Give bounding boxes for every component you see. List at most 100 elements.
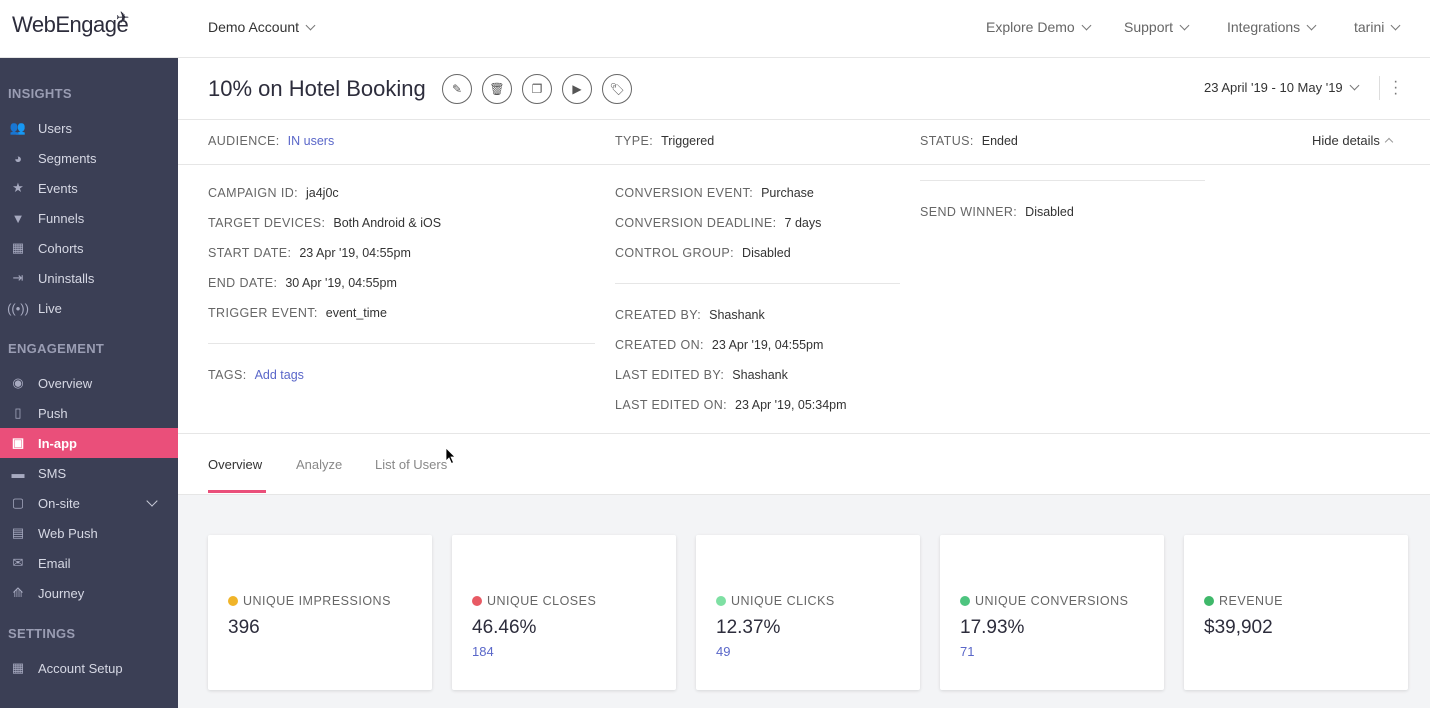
metric-count-link[interactable]: 49 [716, 644, 731, 659]
metric-title: REVENUE [1204, 594, 1283, 608]
end-date-field: END DATE: 30 Apr '19, 04:55pm [208, 276, 397, 290]
play-button[interactable]: ▶ [562, 74, 592, 104]
sidebar-item-label: In-app [38, 435, 77, 451]
field-label: TARGET DEVICES: [208, 216, 326, 230]
last-edited-on-field: LAST EDITED ON: 23 Apr '19, 05:34pm [615, 398, 847, 412]
field-value: Shashank [732, 368, 788, 382]
edit-button[interactable]: ✎ [442, 74, 472, 104]
sidebar-item-label: Cohorts [38, 240, 84, 256]
eye-icon: ◉ [12, 375, 24, 390]
sidebar-item-label: Segments [38, 150, 97, 166]
sidebar-item-sms[interactable]: ▬ SMS [0, 458, 178, 488]
sidebar-item-uninstalls[interactable]: ⇥ Uninstalls [0, 263, 178, 293]
target-devices-field: TARGET DEVICES: Both Android & iOS [208, 216, 441, 230]
sidebar-item-users[interactable]: 👥 Users [0, 113, 178, 143]
sidebar-item-overview[interactable]: ◉ Overview [0, 368, 178, 398]
sidebar-item-segments[interactable]: ◕ Segments [0, 143, 178, 173]
trigger-event-field: TRIGGER EVENT: event_time [208, 306, 387, 320]
account-switcher[interactable]: Demo Account [208, 19, 316, 35]
sidebar-item-account-setup[interactable]: ▦ Account Setup [0, 653, 178, 683]
audience-link[interactable]: IN users [287, 134, 335, 148]
section-engagement: ENGAGEMENT [8, 341, 105, 356]
created-by-field: CREATED BY: Shashank [615, 308, 765, 322]
metric-card-unique-impressions: UNIQUE IMPRESSIONS 396 [208, 535, 432, 690]
audience-label: AUDIENCE: [208, 134, 280, 148]
metric-label: UNIQUE CLICKS [731, 594, 835, 608]
field-label: LAST EDITED BY: [615, 368, 725, 382]
metric-card-unique-conversions: UNIQUE CONVERSIONS 17.93% 71 [940, 535, 1164, 690]
sidebar-item-label: Account Setup [38, 660, 123, 676]
control-group-field: CONTROL GROUP: Disabled [615, 246, 791, 260]
sidebar-item-label: Email [38, 555, 71, 571]
sidebar-item-label: Push [38, 405, 68, 421]
chevron-down-icon [1306, 20, 1317, 31]
uninstall-icon: ⇥ [12, 270, 24, 285]
divider [1379, 76, 1380, 100]
metric-title: UNIQUE CLOSES [472, 594, 596, 608]
integrations-label: Integrations [1227, 19, 1301, 35]
field-value: Disabled [1025, 205, 1074, 219]
sidebar-item-on-site[interactable]: ▢ On-site [0, 488, 178, 518]
delete-button[interactable]: 🗑 [482, 74, 512, 104]
inapp-icon: ▣ [11, 435, 25, 450]
user-menu[interactable]: tarini [1354, 19, 1401, 35]
sidebar-item-label: On-site [38, 495, 80, 511]
status-field: STATUS: Ended [920, 134, 1018, 148]
explore-demo-menu[interactable]: Explore Demo [986, 19, 1092, 35]
support-menu[interactable]: Support [1124, 19, 1190, 35]
chevron-down-icon[interactable] [146, 495, 158, 507]
add-tags-link[interactable]: Add tags [254, 368, 304, 382]
divider [208, 343, 595, 344]
type-label: TYPE: [615, 134, 654, 148]
chevron-down-icon [1349, 80, 1360, 91]
sidebar-item-label: Journey [38, 585, 85, 601]
bird-icon: ✈ [116, 10, 129, 27]
mobile-icon: ▯ [14, 405, 22, 420]
field-value: Both Android & iOS [333, 216, 442, 230]
audience-field: AUDIENCE: IN users [208, 134, 334, 148]
metric-title: UNIQUE CONVERSIONS [960, 594, 1128, 608]
webengage-logo[interactable]: WebEngage ✈ [12, 10, 129, 42]
metric-count-link[interactable]: 184 [472, 644, 494, 659]
duplicate-button[interactable]: ❐ [522, 74, 552, 104]
chevron-down-icon [1179, 20, 1190, 31]
metric-value: 17.93% [960, 617, 1025, 638]
sidebar-item-cohorts[interactable]: ▦ Cohorts [0, 233, 178, 263]
sidebar-item-live[interactable]: ((•)) Live [0, 293, 178, 323]
trash-icon: 🗑 [489, 82, 505, 96]
status-dot [1204, 596, 1214, 606]
sidebar-item-label: SMS [38, 465, 67, 481]
field-value: 23 Apr '19, 05:34pm [735, 398, 847, 412]
chevron-down-icon [1390, 20, 1401, 31]
mail-icon: ✉ [12, 555, 24, 570]
sidebar-item-push[interactable]: ▯ Push [0, 398, 178, 428]
tag-icon: 🏷 [609, 82, 625, 96]
sidebar-item-label: Uninstalls [38, 270, 95, 286]
field-label: CREATED BY: [615, 308, 702, 322]
divider [178, 433, 1430, 434]
hide-details-label: Hide details [1312, 133, 1380, 148]
sidebar-item-web-push[interactable]: ▤ Web Push [0, 518, 178, 548]
sidebar-item-in-app[interactable]: ▣ In-app [0, 428, 178, 458]
sidebar-item-label: Users [38, 120, 72, 136]
tab-overview[interactable]: Overview [208, 457, 263, 472]
chevron-down-icon [1081, 20, 1092, 31]
tab-list-of-users[interactable]: List of Users [375, 457, 448, 472]
status-dot [716, 596, 726, 606]
metric-count-link[interactable]: 71 [960, 644, 975, 659]
integrations-menu[interactable]: Integrations [1227, 19, 1317, 35]
more-options-icon[interactable]: · · · [1393, 73, 1399, 102]
sidebar-item-events[interactable]: ★ Events [0, 173, 178, 203]
field-value: 7 days [784, 216, 822, 230]
sidebar-item-email[interactable]: ✉ Email [0, 548, 178, 578]
tag-button[interactable]: 🏷 [602, 74, 632, 104]
support-label: Support [1124, 19, 1174, 35]
field-label: TRIGGER EVENT: [208, 306, 318, 320]
hide-details-toggle[interactable]: Hide details [1312, 133, 1394, 148]
divider [920, 180, 1205, 181]
field-value: 30 Apr '19, 04:55pm [285, 276, 397, 290]
tab-analyze[interactable]: Analyze [296, 457, 343, 472]
date-range-picker[interactable]: 23 April '19 - 10 May '19 [1204, 80, 1360, 95]
sidebar-item-funnels[interactable]: ▼ Funnels [0, 203, 178, 233]
sidebar-item-journey[interactable]: ⟰ Journey [0, 578, 178, 608]
